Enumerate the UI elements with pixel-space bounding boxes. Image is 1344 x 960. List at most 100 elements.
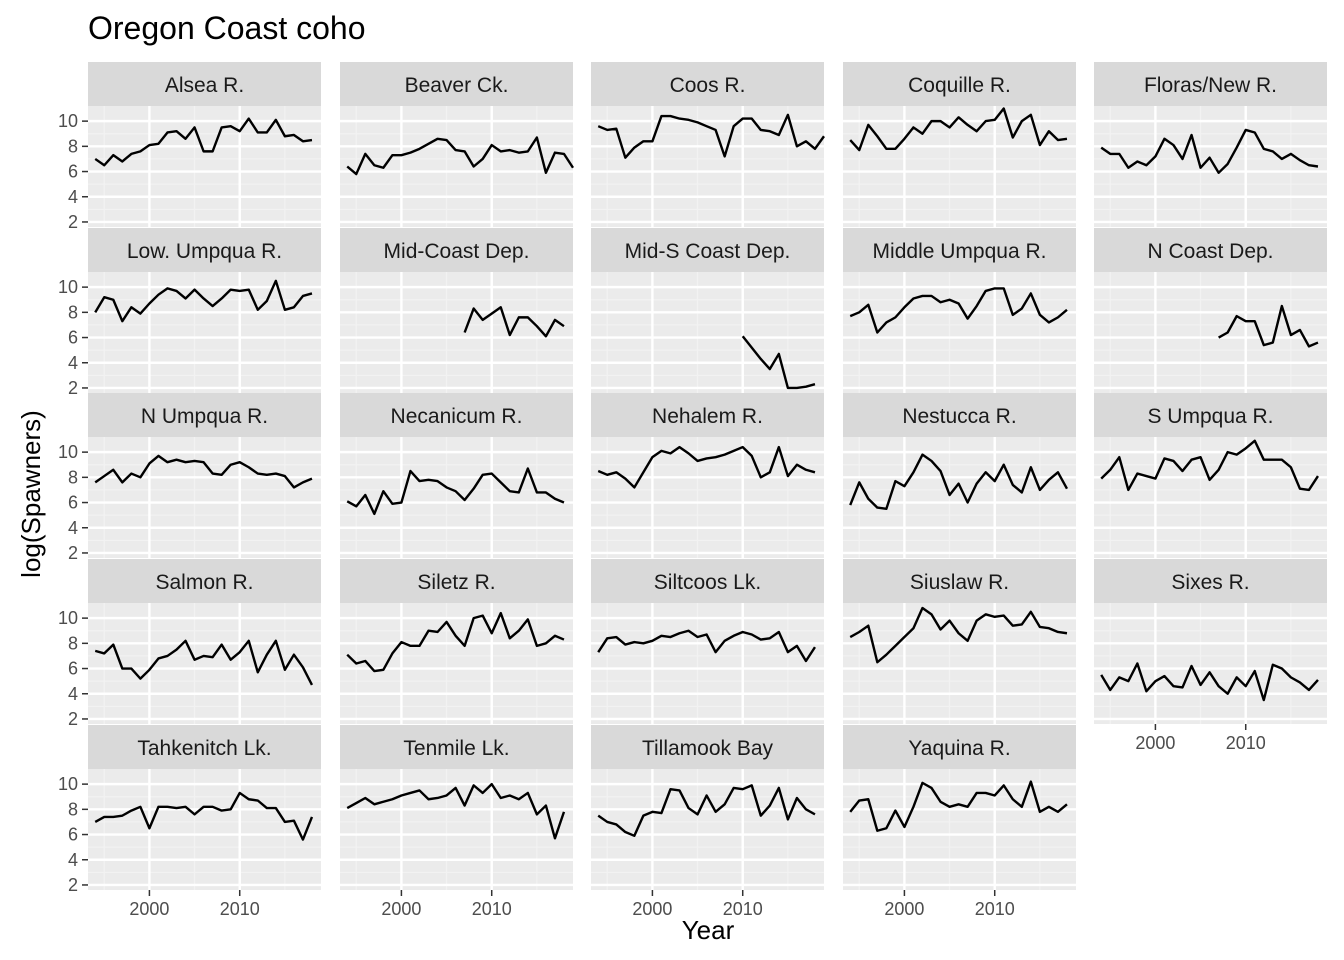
- facet-panel: Yaquina R. 2000 2010: [843, 725, 1076, 919]
- facet-strip: [88, 62, 321, 106]
- facet-strip-label: S Umpqua R.: [1147, 405, 1273, 428]
- facet-panel: S Umpqua R.: [1094, 393, 1327, 558]
- facet-strip: [1094, 228, 1327, 272]
- facet-strip: [340, 559, 573, 603]
- facet-strip-label: Necanicum R.: [391, 405, 523, 428]
- y-tick-label: 6: [68, 659, 78, 679]
- facet-panel: Salmon R. 2 4 6 8 10: [58, 559, 321, 729]
- panel-background: [591, 272, 824, 393]
- series-line: [849, 780, 1068, 832]
- series-line: [1218, 304, 1319, 348]
- series-line: [94, 279, 313, 323]
- x-tick-label: 2010: [1226, 733, 1266, 753]
- facet-strip: [843, 559, 1076, 603]
- facet-strip-label: Beaver Ck.: [405, 74, 509, 97]
- series-line: [94, 454, 313, 489]
- facet-strip-label: Nestucca R.: [902, 405, 1016, 428]
- y-tick-label: 4: [68, 187, 78, 207]
- facet-panel: Coquille R.: [843, 62, 1076, 227]
- panel-background: [843, 106, 1076, 227]
- facet-panel: Nestucca R.: [843, 393, 1076, 558]
- facet-strip-label: Salmon R.: [155, 571, 253, 594]
- facet-strip: [591, 725, 824, 769]
- x-tick-label: 2010: [723, 899, 763, 919]
- x-tick-label: 2010: [220, 899, 260, 919]
- facet-strip-label: Middle Umpqua R.: [873, 240, 1047, 263]
- series-line: [94, 791, 314, 841]
- facet-panel: N Umpqua R. 2 4 6 8 10: [58, 393, 321, 563]
- panel-background: [340, 437, 573, 558]
- y-tick-label: 4: [68, 684, 78, 704]
- facet-strip-label: Floras/New R.: [1144, 74, 1277, 97]
- y-tick-label: 6: [68, 162, 78, 182]
- series-line: [849, 606, 1068, 664]
- panel-background: [1094, 603, 1327, 724]
- facet-strip: [1094, 62, 1327, 106]
- facet-strip-label: Siletz R.: [417, 571, 495, 594]
- facet-strip-label: Tenmile Lk.: [403, 737, 509, 760]
- y-tick-label: 2: [68, 212, 78, 232]
- facet-strip-label: N Umpqua R.: [141, 405, 268, 428]
- facet-strip-label: Mid-S Coast Dep.: [625, 240, 791, 263]
- facet-strip: [591, 393, 824, 437]
- series-line: [346, 467, 565, 516]
- panel-background: [88, 106, 321, 227]
- y-tick-label: 4: [68, 353, 78, 373]
- y-tick-label: 2: [68, 875, 78, 895]
- facet-strip: [843, 62, 1076, 106]
- facet-strip-label: Low. Umpqua R.: [127, 240, 282, 263]
- facet-panel: Coos R.: [591, 62, 825, 227]
- y-tick-label: 6: [68, 493, 78, 513]
- facet-strip-label: Mid-Coast Dep.: [384, 240, 530, 263]
- facet-panel: Tillamook Bay 2000 2010: [591, 725, 824, 919]
- x-tick-label: 2000: [884, 899, 924, 919]
- series-line: [1100, 128, 1319, 175]
- facet-strip: [1094, 393, 1327, 437]
- facet-panel: Alsea R. 2 4 6 8 10: [58, 62, 321, 232]
- facet-strip: [1094, 559, 1327, 603]
- chart-title: Oregon Coast coho: [88, 10, 366, 46]
- facet-strip-label: Coquille R.: [908, 74, 1011, 97]
- y-tick-label: 2: [68, 709, 78, 729]
- y-tick-label: 2: [68, 378, 78, 398]
- panel-background: [88, 272, 321, 393]
- x-tick-label: 2010: [975, 899, 1015, 919]
- facet-panel: Middle Umpqua R.: [843, 228, 1076, 393]
- facet-panel: Tahkenitch Lk. 2 4 6 8 10 2000 2010: [58, 725, 321, 919]
- series-line: [849, 107, 1068, 152]
- y-tick-label: 10: [58, 111, 78, 131]
- y-tick-label: 8: [68, 799, 78, 819]
- x-axis-label: Year: [682, 915, 735, 945]
- x-tick-label: 2010: [472, 899, 512, 919]
- facet-panel: Necanicum R.: [340, 393, 573, 558]
- facet-strip: [88, 559, 321, 603]
- facet-panel: Floras/New R.: [1094, 62, 1327, 227]
- panel-background: [88, 769, 321, 890]
- series-line: [346, 611, 565, 673]
- panel-background: [843, 272, 1076, 393]
- y-tick-label: 10: [58, 442, 78, 462]
- x-tick-label: 2000: [129, 899, 169, 919]
- facet-strip-label: Tillamook Bay: [642, 737, 774, 760]
- panel-background: [1094, 437, 1327, 558]
- facet-strip: [843, 393, 1076, 437]
- facet-panel: Siltcoos Lk.: [591, 559, 824, 724]
- y-tick-label: 8: [68, 467, 78, 487]
- facet-panel: Siletz R.: [340, 559, 573, 724]
- facet-strip: [88, 228, 321, 272]
- facet-strip-label: Siuslaw R.: [910, 571, 1009, 594]
- facet-strip-label: Yaquina R.: [908, 737, 1010, 760]
- y-tick-label: 2: [68, 543, 78, 563]
- facet-strip: [340, 393, 573, 437]
- facet-panel: Mid-S Coast Dep.: [591, 228, 824, 393]
- series-line: [597, 629, 816, 663]
- facet-panel: Low. Umpqua R. 2 4 6 8 10: [58, 228, 321, 398]
- facet-strip-label: N Coast Dep.: [1147, 240, 1273, 263]
- facet-strip: [843, 725, 1076, 769]
- y-tick-label: 6: [68, 328, 78, 348]
- y-tick-label: 8: [68, 136, 78, 156]
- facet-strip-label: Nehalem R.: [652, 405, 763, 428]
- y-tick-label: 10: [58, 774, 78, 794]
- panel-background: [591, 769, 824, 890]
